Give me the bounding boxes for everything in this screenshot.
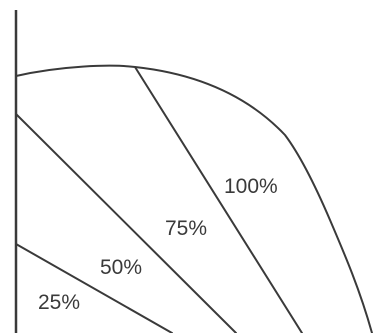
- boundary-75-line: [134, 66, 303, 333]
- boundary-25-line: [15, 243, 173, 333]
- region-label-100: 100%: [224, 175, 278, 198]
- region-label-75: 75%: [165, 217, 207, 240]
- boundary-50-line: [15, 113, 237, 333]
- outer-envelope-curve: [15, 64, 373, 333]
- region-label-25: 25%: [38, 291, 80, 314]
- region-label-50: 50%: [100, 256, 142, 279]
